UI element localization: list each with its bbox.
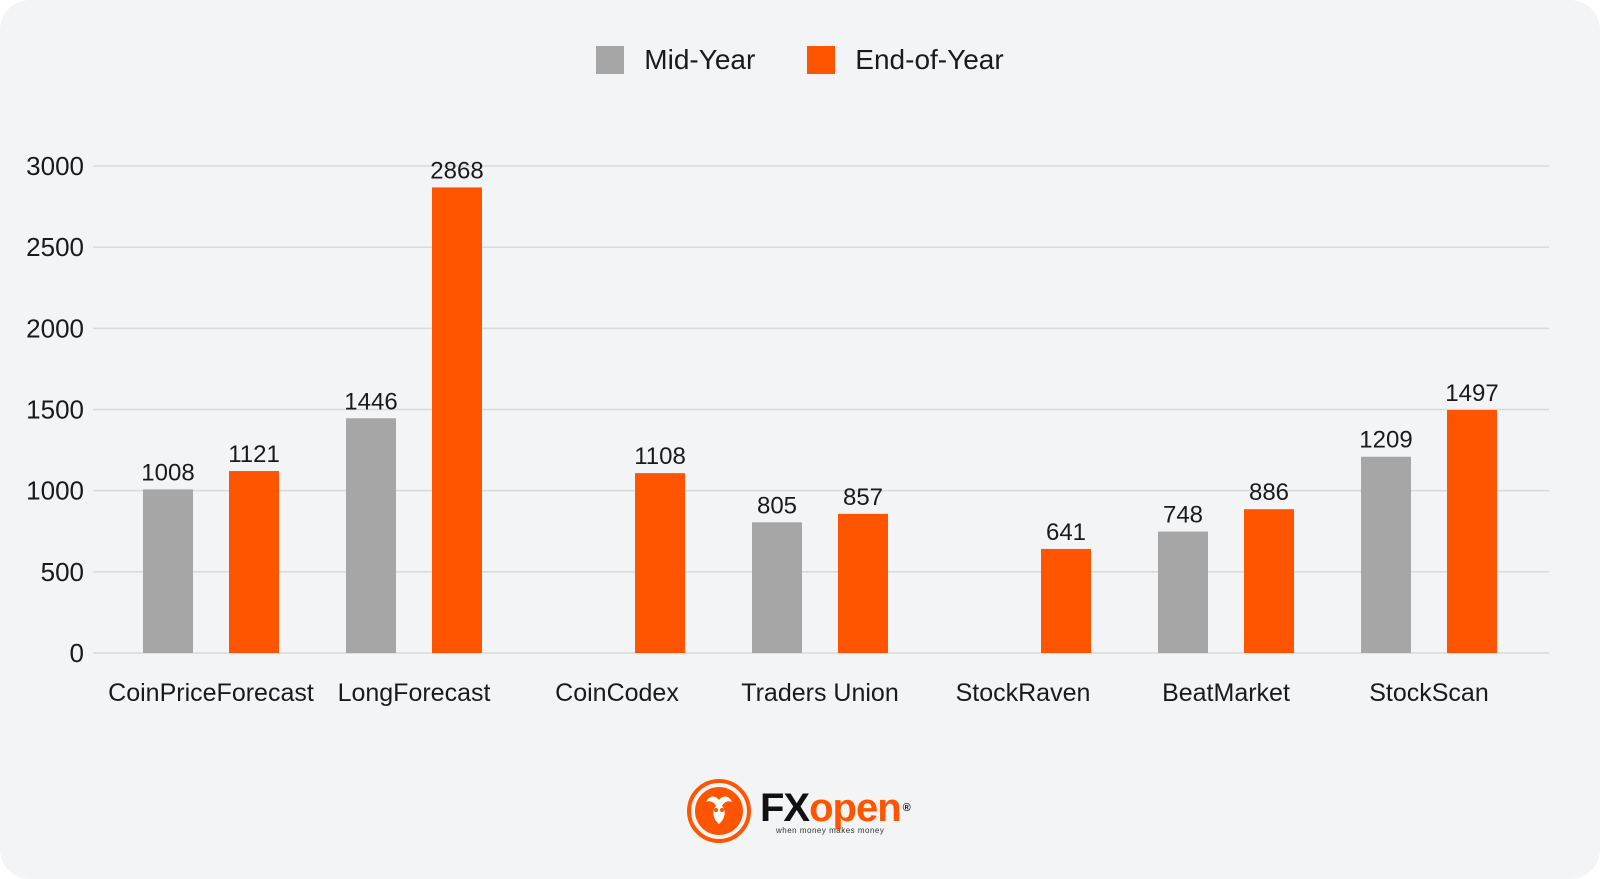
bar-end-of-year	[1447, 409, 1497, 653]
data-label-mid-year: 805	[757, 492, 797, 519]
bar-end-of-year	[838, 513, 888, 653]
data-label-end-of-year: 1108	[634, 443, 686, 470]
bar-mid-year	[1361, 456, 1411, 653]
legend: Mid-Year End-of-Year	[0, 44, 1600, 76]
y-tick-label-0: 0	[70, 638, 84, 668]
logo-tagline: when money makes money	[776, 825, 885, 835]
data-label-end-of-year: 1121	[228, 441, 280, 468]
x-category-label: LongForecast	[338, 679, 491, 707]
bar-end-of-year	[635, 473, 685, 653]
data-label-mid-year: 1008	[141, 459, 194, 486]
fxopen-logo: FXopen ® when money makes money	[686, 778, 911, 844]
data-label-end-of-year: 2868	[430, 157, 483, 184]
y-tick-label-1500: 1500	[26, 395, 84, 425]
bull-emblem-icon	[687, 779, 751, 843]
y-tick-label-3000: 3000	[26, 151, 84, 181]
legend-item-end-of-year: End-of-Year	[807, 44, 1004, 76]
logo-wordmark: FXopen ® when money makes money	[760, 785, 911, 835]
bar-end-of-year	[1244, 509, 1294, 653]
data-label-mid-year: 1209	[1359, 427, 1412, 454]
x-category-label: StockScan	[1369, 679, 1489, 707]
logo-registered-mark: ®	[902, 801, 911, 814]
data-label-mid-year: 1446	[344, 388, 397, 415]
x-category-label: StockRaven	[956, 679, 1091, 707]
legend-label-end-of-year: End-of-Year	[855, 44, 1004, 75]
x-category-label: BeatMarket	[1162, 679, 1290, 707]
data-label-end-of-year: 857	[843, 484, 883, 511]
logo-fx-text: FX	[760, 785, 810, 830]
y-tick-label-2500: 2500	[26, 232, 84, 262]
y-tick-label-2000: 2000	[26, 313, 84, 343]
legend-swatch-mid-year	[596, 46, 625, 74]
bar-mid-year	[143, 489, 193, 653]
x-category-label: Traders Union	[741, 679, 898, 707]
legend-label-mid-year: Mid-Year	[644, 44, 756, 75]
legend-item-mid-year: Mid-Year	[596, 44, 755, 76]
bar-mid-year	[752, 522, 802, 653]
legend-swatch-end-of-year	[807, 46, 836, 74]
y-tick-label-1000: 1000	[26, 476, 84, 506]
data-label-mid-year: 748	[1163, 502, 1203, 529]
bar-end-of-year	[432, 187, 482, 654]
data-label-end-of-year: 1497	[1445, 380, 1498, 407]
data-label-end-of-year: 641	[1046, 519, 1086, 546]
bar-mid-year	[1158, 531, 1208, 653]
bar-end-of-year	[229, 471, 279, 653]
logo-open-text: open	[809, 785, 902, 830]
bar-end-of-year	[1041, 548, 1091, 653]
bar-mid-year	[346, 418, 396, 653]
x-category-label: CoinCodex	[555, 679, 679, 707]
y-tick-label-500: 500	[41, 557, 84, 587]
data-label-end-of-year: 886	[1249, 479, 1289, 506]
x-category-label: CoinPriceForecast	[108, 679, 314, 707]
